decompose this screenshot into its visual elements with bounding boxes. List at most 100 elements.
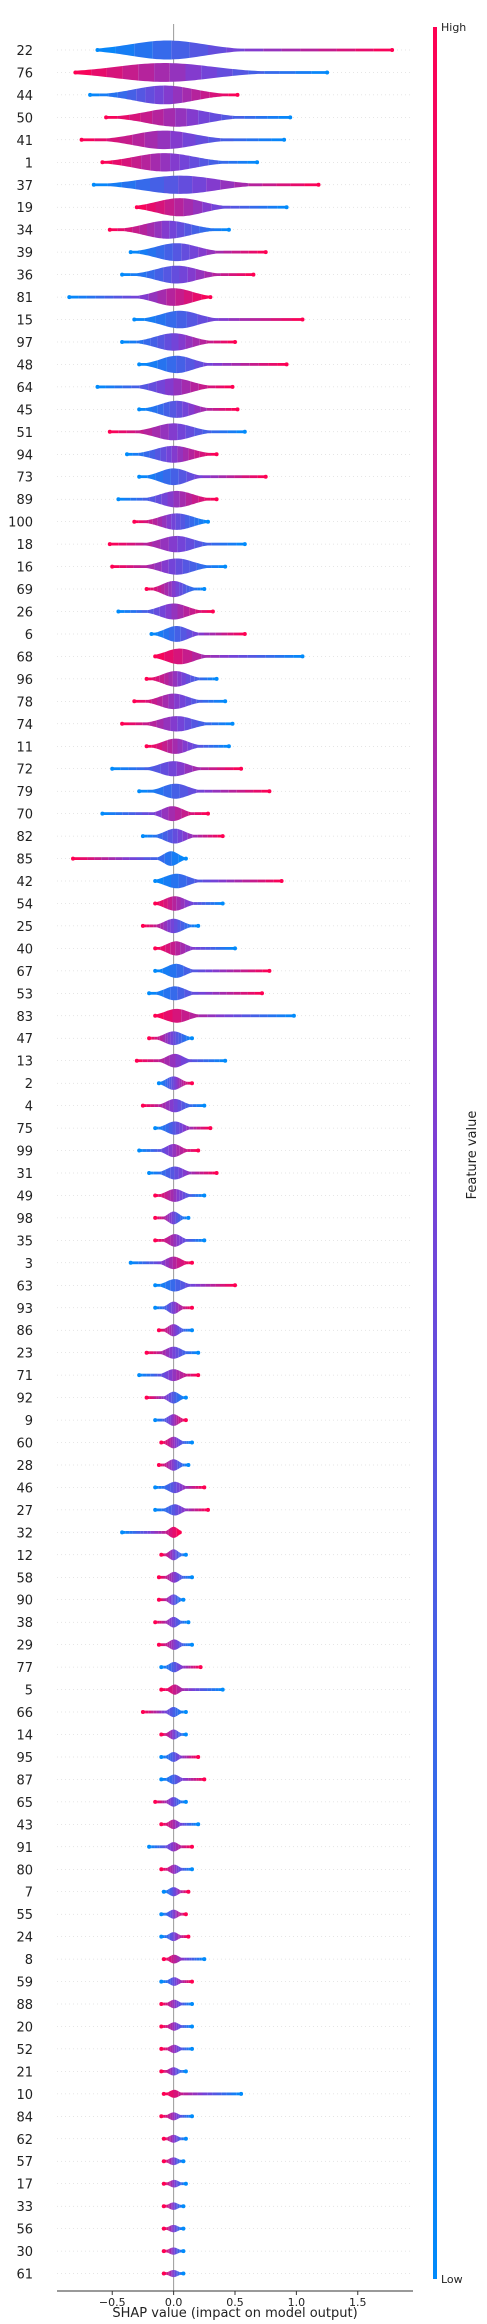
feature-density-segment — [355, 48, 374, 52]
feature-density-segment — [176, 1662, 179, 1672]
feature-density-segment — [179, 1889, 181, 1894]
feature-density-segment — [163, 1643, 166, 1647]
feature-density-segment — [159, 1418, 161, 1422]
feature-density-segment — [115, 857, 123, 860]
feature-density-segment — [182, 1867, 185, 1871]
feature-label: 26 — [16, 606, 33, 621]
feature-extreme-point — [190, 1844, 194, 1849]
feature-row-41 — [79, 130, 287, 150]
feature-density-segment — [177, 1077, 180, 1089]
feature-extreme-point — [140, 1710, 145, 1714]
feature-density-segment — [192, 1059, 198, 1063]
feature-extreme-point — [147, 1171, 152, 1175]
feature-density-segment — [143, 1531, 148, 1534]
feature-density-segment — [155, 447, 161, 461]
feature-density-segment — [188, 2002, 191, 2006]
feature-density-segment — [222, 363, 232, 366]
feature-density-segment — [231, 250, 241, 254]
feature-label: 35 — [16, 1234, 33, 1249]
feature-density-segment — [198, 969, 206, 973]
feature-density-segment — [169, 1887, 172, 1896]
feature-density-segment — [186, 1867, 189, 1871]
feature-label: 56 — [16, 2223, 33, 2238]
feature-density-segment — [191, 1171, 196, 1175]
feature-density-segment — [281, 318, 292, 321]
feature-row-56 — [161, 2224, 186, 2233]
feature-density-segment — [171, 2247, 173, 2255]
feature-density-segment — [191, 924, 195, 928]
feature-density-segment — [200, 406, 207, 413]
feature-row-88 — [159, 1999, 194, 2009]
feature-density-segment — [174, 1887, 177, 1897]
feature-density-segment — [185, 1665, 189, 1669]
feature-density-segment — [186, 2025, 189, 2028]
feature-density-segment — [242, 475, 250, 479]
feature-density-segment — [158, 1486, 162, 1489]
feature-density-segment — [170, 1842, 174, 1852]
feature-density-segment — [170, 2022, 173, 2031]
feature-density-segment — [169, 1707, 173, 1717]
feature-density-segment — [215, 1014, 225, 1018]
feature-density-segment — [162, 1463, 165, 1467]
feature-row-37 — [91, 175, 321, 194]
feature-density-segment — [215, 947, 220, 950]
feature-density-segment — [138, 452, 144, 457]
feature-density-segment — [184, 763, 193, 775]
feature-label: 6 — [25, 628, 33, 643]
feature-density-segment — [165, 1619, 168, 1625]
feature-density-segment — [172, 2180, 174, 2188]
feature-density-segment — [163, 1620, 166, 1624]
feature-density-segment — [176, 1933, 179, 1941]
feature-density-segment — [186, 1441, 189, 1444]
feature-density-segment — [161, 1396, 164, 1399]
feature-row-17 — [161, 2179, 188, 2188]
feature-density-segment — [168, 2226, 170, 2232]
colorbar-low-label: Low — [441, 2273, 463, 2286]
feature-density-segment — [224, 385, 233, 389]
feature-density-segment — [167, 1574, 170, 1581]
feature-extreme-point — [110, 564, 115, 569]
feature-density-segment — [178, 1911, 180, 1917]
feature-density-segment — [164, 1305, 167, 1311]
feature-label: 14 — [16, 1729, 33, 1744]
feature-density-segment — [194, 474, 203, 480]
feature-density-segment — [176, 1437, 179, 1448]
feature-extreme-point — [183, 856, 188, 861]
feature-extreme-point — [88, 92, 93, 97]
feature-density-segment — [165, 1439, 168, 1446]
feature-density-segment — [168, 581, 172, 597]
feature-row-45 — [137, 400, 240, 418]
feature-density-segment — [142, 812, 149, 815]
feature-density-segment — [184, 1508, 189, 1512]
feature-density-segment — [192, 1239, 196, 1242]
feature-density-segment — [178, 1618, 181, 1626]
feature-density-segment — [168, 2089, 174, 2098]
feature-density-segment — [181, 1845, 184, 1849]
feature-density-segment — [215, 385, 225, 389]
feature-density-segment — [117, 228, 125, 232]
feature-density-segment — [152, 834, 158, 838]
feature-extreme-point — [196, 1373, 201, 1378]
feature-density-segment — [170, 153, 180, 172]
feature-density-segment — [172, 1346, 176, 1359]
feature-density-segment — [220, 1283, 225, 1287]
feature-density-segment — [219, 408, 226, 411]
feature-density-segment — [225, 947, 230, 950]
feature-density-segment — [175, 1729, 177, 1740]
feature-density-segment — [233, 138, 247, 142]
feature-density-segment — [169, 1099, 174, 1113]
feature-density-segment — [217, 2092, 222, 2096]
feature-extreme-point — [206, 811, 210, 816]
feature-extreme-point — [144, 744, 149, 749]
feature-density-segment — [174, 1774, 178, 1785]
feature-extreme-point — [159, 1732, 164, 1737]
feature-density-segment — [236, 542, 245, 546]
feature-density-segment — [166, 2249, 168, 2253]
feature-density-segment — [180, 1620, 183, 1625]
feature-density-segment — [227, 430, 237, 434]
feature-density-segment — [86, 295, 96, 299]
feature-density-segment — [184, 1980, 187, 1983]
feature-density-segment — [147, 608, 154, 615]
feature-density-segment — [225, 1283, 230, 1287]
feature-density-segment — [128, 812, 136, 815]
